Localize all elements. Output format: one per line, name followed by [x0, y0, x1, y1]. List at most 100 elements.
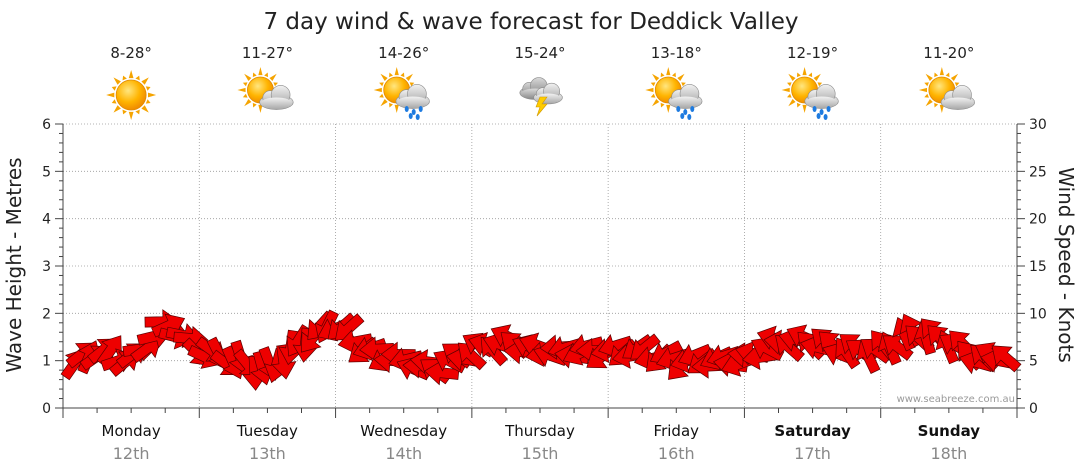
sun-ray — [652, 99, 660, 107]
temp-range: 15-24° — [514, 44, 565, 62]
sun-ray — [645, 87, 654, 93]
temp-range: 14-26° — [378, 44, 429, 62]
sun-showers-icon — [373, 67, 430, 120]
sun-ray — [650, 93, 656, 98]
sun-ray — [242, 93, 248, 98]
cloud — [395, 84, 430, 109]
day-label: Saturday — [774, 422, 851, 440]
sun-ray — [787, 82, 792, 87]
cloud — [804, 84, 839, 109]
sun-ray — [394, 67, 399, 76]
left-tick-label: 1 — [42, 354, 51, 370]
sun-ray — [128, 70, 134, 79]
date-label: 15th — [522, 444, 559, 463]
left-tick-label: 5 — [42, 164, 51, 180]
sun-ray — [652, 73, 660, 81]
sun-ray — [244, 73, 252, 81]
temp-range: 13-18° — [651, 44, 702, 62]
left-tick-label: 4 — [42, 212, 51, 228]
sun-ray — [122, 75, 127, 81]
sun-ray — [813, 73, 821, 81]
right-tick-label: 15 — [1029, 259, 1047, 275]
sun-ray — [954, 82, 960, 87]
sun-ray — [650, 82, 656, 87]
rain-drops — [404, 106, 423, 120]
sun-ray — [672, 72, 676, 78]
sun-ray — [252, 102, 257, 108]
sun-ray — [939, 104, 944, 113]
sun-ray — [945, 72, 950, 78]
sun-ray — [924, 82, 929, 87]
sun-ray — [389, 102, 393, 108]
sun-ray — [666, 67, 671, 76]
day-label: Sunday — [918, 422, 981, 440]
sun-ray — [925, 99, 933, 107]
sun-ray — [113, 105, 121, 113]
sun-ray — [808, 72, 813, 78]
sun-ray — [409, 82, 415, 87]
sun-ray — [802, 104, 807, 113]
sun-ray — [781, 87, 790, 93]
sun-ray — [660, 72, 665, 78]
sun-ray — [258, 67, 263, 76]
left-tick-label: 0 — [42, 401, 51, 417]
sun-ray — [373, 87, 382, 93]
day-label: Friday — [654, 422, 700, 440]
thunderstorm-icon — [519, 77, 563, 117]
sun-ray — [135, 75, 140, 81]
right-tick-label: 25 — [1029, 164, 1047, 180]
sun-ray — [796, 102, 801, 108]
sun-ray — [666, 104, 671, 113]
sun-ray — [269, 73, 277, 81]
sun-ray — [817, 82, 823, 87]
sun-ray — [400, 72, 405, 78]
temp-range: 11-27° — [242, 44, 293, 62]
date-label: 16th — [658, 444, 695, 463]
sun-ray — [389, 72, 393, 78]
sun-ray — [128, 111, 134, 120]
sun-ray — [244, 99, 252, 107]
partly-cloudy-icon — [237, 67, 294, 113]
cloud — [259, 85, 294, 110]
cloud — [940, 85, 975, 110]
sun-ray — [950, 73, 959, 81]
right-tick-label: 5 — [1029, 354, 1038, 370]
date-label: 12th — [113, 444, 150, 463]
hour-ticks — [62, 408, 1018, 418]
sun-ray — [405, 73, 413, 81]
right-axis-label: Wind Speed - Knots — [1054, 167, 1078, 363]
sun-ray — [394, 104, 399, 113]
date-label: 13th — [249, 444, 286, 463]
sun-ray — [122, 109, 127, 115]
left-tick-label: 3 — [42, 259, 51, 275]
chart-title: 7 day wind & wave forecast for Deddick V… — [263, 9, 798, 35]
partly-cloudy-icon — [918, 67, 975, 113]
sun-ray — [141, 105, 149, 113]
sun-ray — [147, 92, 157, 98]
sun-ray — [934, 72, 939, 78]
sun-ray — [787, 93, 792, 98]
sun-ray — [237, 87, 246, 93]
right-tick-label: 10 — [1029, 306, 1047, 322]
temp-range: 12-19° — [787, 44, 838, 62]
sun-ray — [273, 82, 278, 87]
cloud — [668, 84, 703, 109]
sun-ray — [380, 73, 388, 81]
day-label: Thursday — [504, 422, 575, 440]
sun-ray — [242, 82, 248, 87]
day-label: Tuesday — [236, 422, 298, 440]
sun-ray — [135, 109, 140, 115]
sun-ray — [677, 73, 685, 81]
right-tick-label: 30 — [1029, 117, 1047, 133]
sun-ray — [918, 87, 928, 93]
sun-ray — [788, 73, 796, 81]
sun-rain-icon — [645, 67, 703, 120]
sun-ray — [252, 72, 257, 78]
sun-ray — [264, 72, 269, 78]
sun-ray — [113, 77, 121, 85]
sun-ray — [106, 92, 115, 98]
temp-range: 11-20° — [923, 44, 974, 62]
sun-ray — [660, 102, 665, 108]
rain-drops — [812, 106, 831, 120]
